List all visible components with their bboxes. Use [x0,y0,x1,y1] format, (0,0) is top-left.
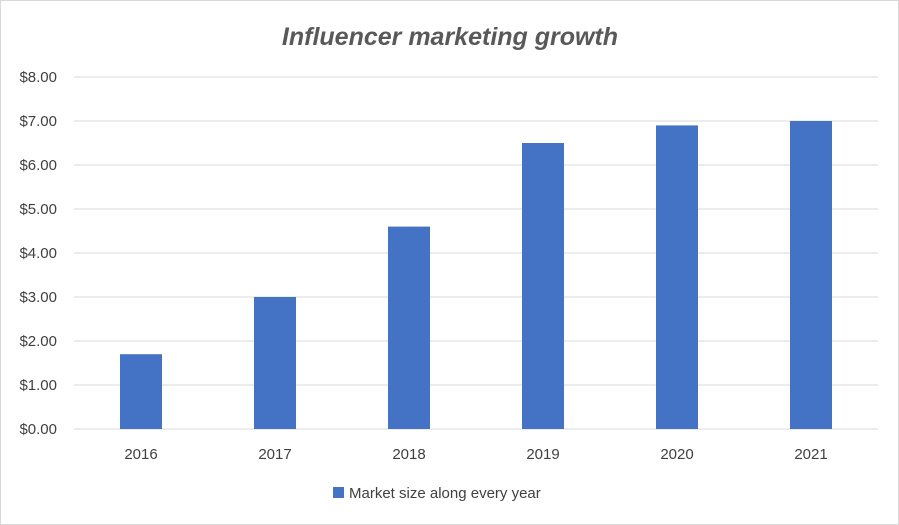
x-tick-label: 2016 [124,446,157,463]
y-tick-label: $5.00 [19,201,57,218]
y-tick-label: $0.00 [19,421,57,438]
y-axis-ticks: $0.00 $1.00 $2.00 $3.00 $4.00 $5.00 $6.00 $7.00… [19,69,57,438]
x-axis-ticks: 2016 2017 2018 2019 2020 2021 [124,446,827,463]
y-tick-label: $6.00 [19,157,57,174]
legend: Market size along every year [333,485,541,502]
legend-label: Market size along every year [349,485,541,502]
bar-2020 [656,125,698,430]
bar-2019 [522,143,564,429]
bar-2021 [790,121,832,429]
bar-2016 [120,354,162,429]
y-tick-label: $1.00 [19,377,57,394]
y-tick-label: $8.00 [19,69,57,86]
gridlines [74,76,878,430]
bar-2018 [388,226,430,429]
y-tick-label: $2.00 [19,333,57,350]
y-tick-label: $3.00 [19,289,57,306]
y-tick-label: $4.00 [19,245,57,262]
x-tick-label: 2021 [794,446,827,463]
y-tick-label: $7.00 [19,113,57,130]
x-tick-label: 2018 [392,446,425,463]
x-tick-label: 2019 [526,446,559,463]
bars [120,121,832,430]
chart-title: Influencer marketing growth [282,23,618,51]
x-tick-label: 2020 [660,446,693,463]
legend-swatch [333,487,344,498]
bar-2017 [254,297,296,429]
x-tick-label: 2017 [258,446,291,463]
